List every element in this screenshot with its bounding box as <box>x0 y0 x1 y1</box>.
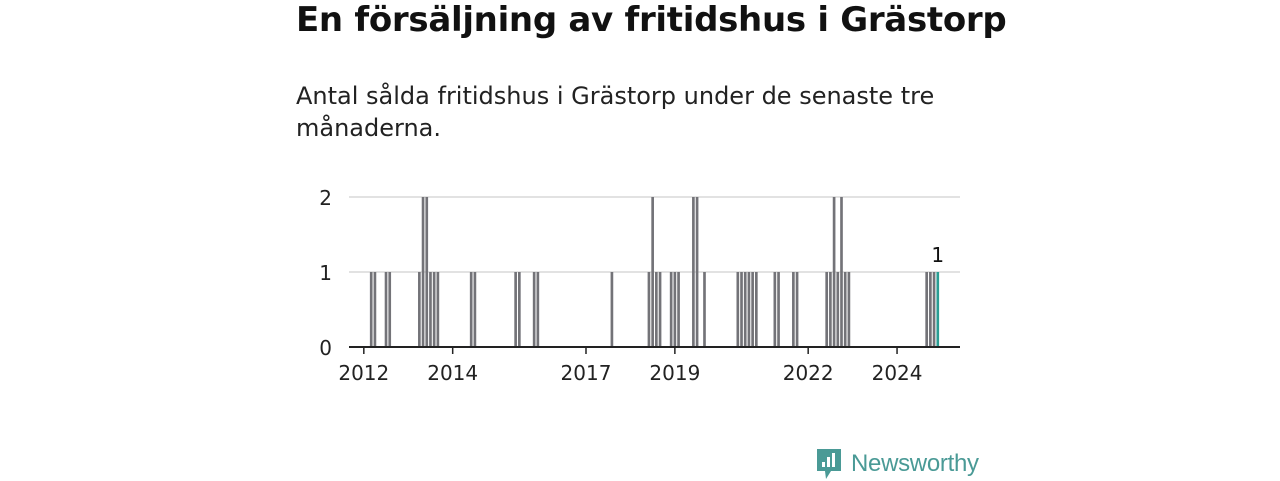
bar <box>925 272 929 347</box>
x-tick-label: 2014 <box>427 361 478 385</box>
bar <box>421 197 425 347</box>
bar <box>432 272 436 347</box>
bar <box>536 272 540 347</box>
bar <box>425 197 429 347</box>
bar <box>836 272 840 347</box>
bar <box>843 272 847 347</box>
bar <box>669 272 673 347</box>
bar <box>418 272 421 347</box>
bar <box>747 272 751 347</box>
brand-name: Newsworthy <box>851 450 979 477</box>
bar <box>647 272 651 347</box>
x-tick-label: 2024 <box>872 361 923 385</box>
y-tick-label: 1 <box>319 261 332 285</box>
bar <box>384 272 388 347</box>
bar <box>473 272 477 347</box>
chart-title: En försäljning av fritidshus i Grästorp <box>296 0 1007 40</box>
y-tick-label: 2 <box>319 186 332 210</box>
bar <box>795 272 799 347</box>
bar <box>514 272 517 347</box>
x-tick-label: 2022 <box>783 361 834 385</box>
bar <box>755 272 758 347</box>
brand-logo: Newsworthy <box>815 447 979 481</box>
bar <box>692 197 695 347</box>
bar <box>655 272 658 347</box>
bar <box>932 272 936 347</box>
y-tick-label: 0 <box>319 336 332 360</box>
bar <box>847 272 851 347</box>
bar <box>373 272 377 347</box>
newsworthy-logo-icon <box>817 449 841 479</box>
bar <box>369 272 373 347</box>
bar <box>736 272 740 347</box>
bar <box>429 272 432 347</box>
bar <box>388 272 392 347</box>
data-label: 1 <box>931 243 944 267</box>
bar <box>743 272 747 347</box>
bar <box>825 272 829 347</box>
bar <box>677 272 680 347</box>
bar-highlight <box>936 272 940 347</box>
bar <box>929 272 932 347</box>
bar <box>792 272 795 347</box>
bar <box>673 272 677 347</box>
bar <box>651 197 654 347</box>
bar <box>840 197 843 347</box>
x-tick-label: 2019 <box>649 361 700 385</box>
bar <box>469 272 473 347</box>
bar <box>773 272 777 347</box>
bar <box>532 272 536 347</box>
bar <box>703 272 706 347</box>
bar <box>436 272 440 347</box>
bar <box>777 272 780 347</box>
x-tick-label: 2017 <box>561 361 612 385</box>
bar <box>740 272 743 347</box>
bar <box>751 272 754 347</box>
bar <box>610 272 614 347</box>
chart-subtitle: Antal sålda fritidshus i Grästorp under … <box>296 82 935 142</box>
bar <box>832 197 836 347</box>
bar <box>829 272 832 347</box>
bar <box>518 272 521 347</box>
bar <box>658 272 662 347</box>
x-tick-label: 2012 <box>338 361 389 385</box>
bar <box>695 197 699 347</box>
